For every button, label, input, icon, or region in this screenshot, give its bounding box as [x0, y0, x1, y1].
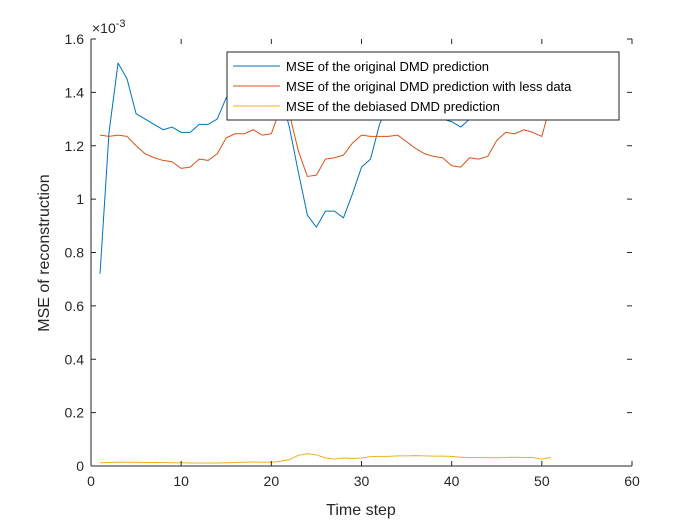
x-ticks: 0 10 20 30 40 50 60	[87, 39, 640, 489]
y-tick-label: 0.4	[65, 351, 85, 367]
y-tick-label: 1.2	[65, 138, 85, 154]
y-axis-label: MSE of reconstruction	[36, 174, 53, 331]
y-multiplier-exp: -3	[116, 18, 126, 30]
legend: MSE of the original DMD prediction MSE of…	[226, 51, 620, 121]
x-axis-label: Time step	[326, 502, 396, 519]
y-tick-label: 0	[76, 458, 84, 474]
x-tick-label: 20	[264, 473, 280, 489]
x-tick-label: 60	[624, 473, 640, 489]
legend-box	[226, 51, 620, 121]
y-tick-label: 0.8	[65, 245, 85, 261]
y-ticks: 0 0.2 0.4 0.6 0.8 1 1.2 1.4 1.6	[65, 31, 632, 474]
series-line-2	[99, 102, 552, 177]
legend-label-3: MSE of the debiased DMD prediction	[286, 99, 500, 114]
x-tick-label: 10	[173, 473, 189, 489]
series-line-3	[100, 453, 551, 464]
x-tick-label: 50	[534, 473, 550, 489]
x-tick-label: 30	[354, 473, 370, 489]
y-tick-label: 0.2	[65, 405, 85, 421]
y-tick-label: 1	[76, 191, 84, 207]
y-multiplier: ×10-3	[92, 18, 126, 36]
y-tick-label: 0.6	[65, 298, 85, 314]
legend-entries: MSE of the original DMD prediction MSE of…	[233, 59, 572, 114]
x-tick-label: 0	[87, 473, 95, 489]
y-tick-label: 1.6	[65, 31, 85, 47]
legend-label-1: MSE of the original DMD prediction	[286, 59, 489, 74]
legend-label-2: MSE of the original DMD prediction with …	[286, 79, 572, 94]
x-tick-label: 40	[444, 473, 460, 489]
y-multiplier-base: ×10	[92, 20, 116, 36]
y-tick-label: 1.4	[65, 84, 85, 100]
